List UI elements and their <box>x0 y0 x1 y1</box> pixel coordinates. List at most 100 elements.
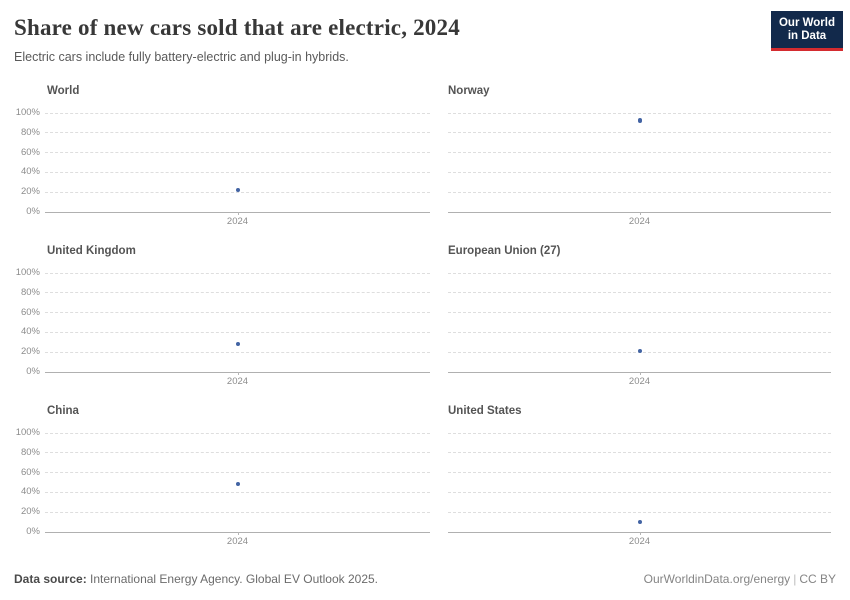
gridline <box>448 292 831 294</box>
y-tick-label: 100% <box>15 267 40 278</box>
gridline <box>448 491 831 493</box>
gridline <box>45 112 430 114</box>
y-tick-label: 80% <box>20 286 40 298</box>
y-axis-labels <box>430 273 448 372</box>
y-tick-label: 20% <box>20 186 40 198</box>
x-tick-label: 2024 <box>226 376 249 387</box>
facet-panel-united-states: United States 2024 <box>430 404 831 552</box>
x-axis: 2024 <box>45 212 430 232</box>
y-tick-label: 40% <box>20 166 40 178</box>
plot-area <box>448 272 831 373</box>
gridline <box>448 452 831 454</box>
x-tick-label: 2024 <box>628 376 651 387</box>
gridline <box>448 152 831 154</box>
plot-row <box>430 272 831 373</box>
facet-panel-world: World 0% 20% 40% 60% 80% 100% 2024 <box>12 84 430 232</box>
y-tick-label: 100% <box>15 107 40 118</box>
data-point-european-union-27[interactable] <box>637 348 642 354</box>
y-axis-labels: 0% 20% 40% 60% 80% 100% <box>12 107 45 217</box>
gridline <box>45 292 430 294</box>
x-axis: 2024 <box>45 532 430 552</box>
page-subtitle: Electric cars include fully battery-elec… <box>14 50 349 64</box>
gridline <box>45 312 430 314</box>
facet-panel-china: China 0% 20% 40% 60% 80% 100% 2024 <box>12 404 430 552</box>
gridline <box>45 191 430 193</box>
x-tick-label: 2024 <box>226 536 249 547</box>
facet-title: Norway <box>448 85 490 97</box>
footer-divider: | <box>793 572 797 586</box>
gridline <box>448 191 831 193</box>
facet-title: United States <box>448 405 522 417</box>
facet-title: China <box>47 405 79 417</box>
chart-footer: Data source: International Energy Agency… <box>14 572 836 586</box>
y-tick-label: 0% <box>26 526 40 537</box>
x-axis: 2024 <box>448 372 831 392</box>
plot-area <box>45 112 430 213</box>
x-tick-mark <box>639 372 641 375</box>
y-tick-label: 40% <box>20 486 40 498</box>
plot-area <box>448 112 831 213</box>
y-tick-label: 20% <box>20 506 40 518</box>
gridline <box>45 272 430 274</box>
gridline <box>45 132 430 134</box>
data-source: Data source: International Energy Agency… <box>14 572 378 586</box>
owid-energy-link[interactable]: OurWorldinData.org/energy <box>643 572 791 586</box>
x-tick-mark <box>237 212 239 215</box>
facet-panel-norway: Norway 2024 <box>430 84 831 232</box>
y-axis-labels: 0% 20% 40% 60% 80% 100% <box>12 427 45 537</box>
gridline <box>448 312 831 314</box>
y-tick-label: 80% <box>20 126 40 138</box>
gridline <box>448 132 831 134</box>
gridline <box>45 351 430 353</box>
gridline <box>45 171 430 173</box>
data-point-china[interactable] <box>235 481 240 487</box>
plot-row <box>430 432 831 533</box>
y-tick-label: 60% <box>20 466 40 478</box>
facet-grid: World 0% 20% 40% 60% 80% 100% 2024 Norway 2024 Uni… <box>12 84 831 564</box>
plot-area <box>45 272 430 373</box>
owid-logo[interactable]: Our World in Data <box>771 11 843 51</box>
y-axis-labels <box>430 113 448 212</box>
y-tick-label: 0% <box>26 366 40 377</box>
gridline <box>45 452 430 454</box>
data-point-world[interactable] <box>235 187 240 193</box>
owid-logo-line2: in Data <box>787 30 827 42</box>
gridline <box>448 511 831 513</box>
gridline <box>45 152 430 154</box>
x-tick-mark <box>639 212 641 215</box>
data-source-label: Data source: <box>14 572 87 586</box>
x-axis: 2024 <box>45 372 430 392</box>
x-tick-mark <box>237 532 239 535</box>
facet-panel-european-union-27: European Union (27) 2024 <box>430 244 831 392</box>
chart-header: Share of new cars sold that are electric… <box>0 0 850 80</box>
x-tick-label: 2024 <box>226 216 249 227</box>
footer-right: OurWorldinData.org/energy | CC BY <box>644 572 836 586</box>
y-axis-labels: 0% 20% 40% 60% 80% 100% <box>12 267 45 377</box>
charts-area: World 0% 20% 40% 60% 80% 100% 2024 Norway 2024 Uni… <box>12 84 831 564</box>
gridline <box>448 331 831 333</box>
y-tick-label: 40% <box>20 326 40 338</box>
x-tick-mark <box>639 532 641 535</box>
gridline <box>448 472 831 474</box>
plot-row: 0% 20% 40% 60% 80% 100% <box>12 107 430 217</box>
facet-title: European Union (27) <box>448 245 561 257</box>
plot-area <box>45 432 430 533</box>
gridline <box>45 491 430 493</box>
gridline <box>448 272 831 274</box>
y-tick-label: 60% <box>20 306 40 318</box>
data-point-united-kingdom[interactable] <box>235 341 240 347</box>
y-tick-label: 0% <box>26 206 40 217</box>
page-title: Share of new cars sold that are electric… <box>14 15 460 40</box>
x-tick-label: 2024 <box>628 536 651 547</box>
gridline <box>45 432 430 434</box>
plot-row <box>430 112 831 213</box>
x-tick-label: 2024 <box>628 216 651 227</box>
data-point-united-states[interactable] <box>637 519 642 525</box>
data-point-norway[interactable] <box>637 118 642 123</box>
owid-logo-line1: Our World <box>778 17 835 29</box>
y-tick-label: 60% <box>20 146 40 158</box>
gridline <box>448 171 831 173</box>
y-axis-labels <box>430 433 448 532</box>
gridline <box>45 472 430 474</box>
y-tick-label: 80% <box>20 446 40 458</box>
